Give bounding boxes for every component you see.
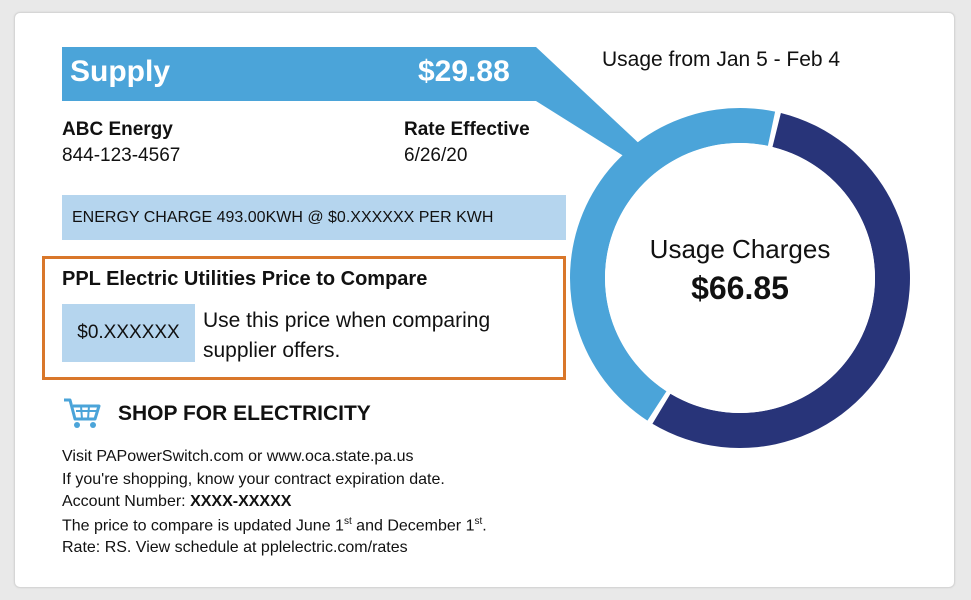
supplier-name: ABC Energy — [62, 119, 173, 140]
price-to-compare-title: PPL Electric Utilities Price to Compare — [62, 268, 428, 290]
usage-charges-label: Usage Charges — [649, 234, 831, 264]
supply-charge-segment — [570, 108, 776, 421]
shop-info-line-2: If you're shopping, know your contract e… — [62, 471, 445, 488]
supplier-phone: 844-123-4567 — [62, 145, 181, 166]
rate-effective-label: Rate Effective — [404, 119, 530, 140]
price-to-compare-value: $0.XXXXXX — [62, 304, 195, 362]
shopping-cart-icon — [64, 398, 101, 428]
shop-for-electricity-title: SHOP FOR ELECTRICITY — [118, 402, 371, 425]
usage-period: Usage from Jan 5 - Feb 4 — [602, 48, 841, 71]
price-to-compare-note: Use this price when comparing supplier o… — [203, 309, 491, 362]
account-number-value: XXXX-XXXXX — [190, 493, 292, 510]
price-update-sup-1: st — [343, 516, 352, 527]
price-update-text-1: The price to compare is updated June 1 — [62, 517, 344, 535]
supply-header-bar — [62, 47, 536, 101]
usage-charges-amount: $66.85 — [691, 270, 789, 306]
supply-amount: $29.88 — [418, 55, 510, 88]
shop-info-line-1: Visit PAPowerSwitch.com or www.oca.state… — [62, 448, 414, 465]
energy-charge-line: ENERGY CHARGE 493.00KWH @ $0.XXXXXX PER … — [62, 195, 566, 240]
price-update-text-3: . — [482, 517, 487, 535]
account-number-label: Account Number: — [62, 493, 191, 510]
delivery-charge-segment — [652, 112, 910, 448]
price-to-compare-box — [42, 256, 566, 380]
rate-effective-date: 6/26/20 — [404, 145, 468, 166]
rate-schedule-line: Rate: RS. View schedule at pplelectric.c… — [62, 539, 408, 556]
price-update-line: The price to compare is updated June 1st… — [62, 516, 487, 535]
supply-label: Supply — [70, 55, 171, 88]
price-update-text-2: and December 1 — [351, 517, 475, 535]
price-update-sup-2: st — [474, 516, 483, 527]
account-number-line: Account Number: XXXX-XXXXX — [62, 493, 291, 511]
